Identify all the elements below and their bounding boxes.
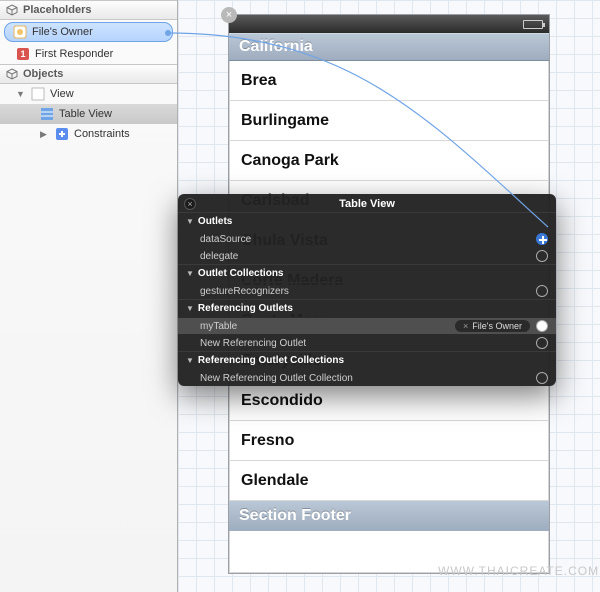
delegate-row[interactable]: delegate [178,247,556,264]
gesture-recognizers-row[interactable]: gestureRecognizers [178,282,556,299]
connection-port-icon[interactable] [536,250,548,262]
table-cell[interactable]: Brea [229,61,549,101]
status-bar [229,15,549,33]
close-icon[interactable]: × [184,198,196,210]
remove-connection-icon[interactable]: × [463,321,468,331]
cube-icon [6,4,18,16]
placeholders-header: Placeholders [0,0,177,20]
table-section-footer: Section Footer [229,501,549,531]
datasource-row[interactable]: dataSource [178,230,556,247]
table-view-row[interactable]: Table View [0,104,177,124]
view-row[interactable]: ▼ View [0,84,177,104]
files-owner-row[interactable]: File's Owner [4,22,173,42]
table-section-header: California [229,33,549,61]
new-referencing-outlet-collection-row[interactable]: New Referencing Outlet Collection [178,369,556,386]
disclosure-triangle-icon[interactable]: ▶ [40,129,50,140]
constraints-row[interactable]: ▶ Constraints [0,124,177,144]
table-cell[interactable]: Escondido [229,381,549,421]
outlets-section[interactable]: ▼Outlets [178,212,556,230]
constraints-label: Constraints [74,128,130,140]
connection-port-icon[interactable] [536,233,548,245]
mytable-row[interactable]: myTable ×File's Owner [178,317,556,334]
objects-header: Objects [0,64,177,84]
first-responder-row[interactable]: 1 First Responder [0,44,177,64]
files-owner-label: File's Owner [32,26,93,38]
connections-panel[interactable]: × Table View ▼Outlets dataSource delegat… [178,194,556,386]
referencing-outlets-section[interactable]: ▼Referencing Outlets [178,299,556,317]
first-responder-icon: 1 [16,47,30,61]
constraints-icon [55,127,69,141]
objects-label: Objects [23,68,63,80]
connection-tag[interactable]: ×File's Owner [455,320,530,332]
svg-text:1: 1 [20,49,25,59]
table-view-icon [40,107,54,121]
document-outline: Placeholders File's Owner 1 First Respon… [0,0,178,592]
watermark: WWW.THAICREATE.COM [438,564,599,578]
table-cell[interactable]: Canoga Park [229,141,549,181]
files-owner-icon [13,25,27,39]
close-icon[interactable]: × [221,7,237,23]
view-icon [31,87,45,101]
disclosure-triangle-icon[interactable]: ▼ [16,89,26,99]
connection-port-icon[interactable] [536,285,548,297]
table-cell[interactable]: Glendale [229,461,549,501]
table-view-label: Table View [59,108,112,120]
battery-icon [523,20,543,29]
table-cell[interactable]: Burlingame [229,101,549,141]
referencing-outlet-collections-section[interactable]: ▼Referencing Outlet Collections [178,351,556,369]
connection-port-icon[interactable] [536,320,548,332]
table-cell[interactable]: Fresno [229,421,549,461]
connection-port-icon[interactable] [536,337,548,349]
view-label: View [50,88,74,100]
outlet-collections-section[interactable]: ▼Outlet Collections [178,264,556,282]
connection-port-icon[interactable] [536,372,548,384]
cube-icon [6,68,18,80]
first-responder-label: First Responder [35,48,113,60]
ib-canvas[interactable]: × California BreaBurlingameCanoga ParkCa… [178,0,600,592]
new-referencing-outlet-row[interactable]: New Referencing Outlet [178,334,556,351]
placeholders-label: Placeholders [23,4,91,16]
connections-title: Table View [178,194,556,212]
